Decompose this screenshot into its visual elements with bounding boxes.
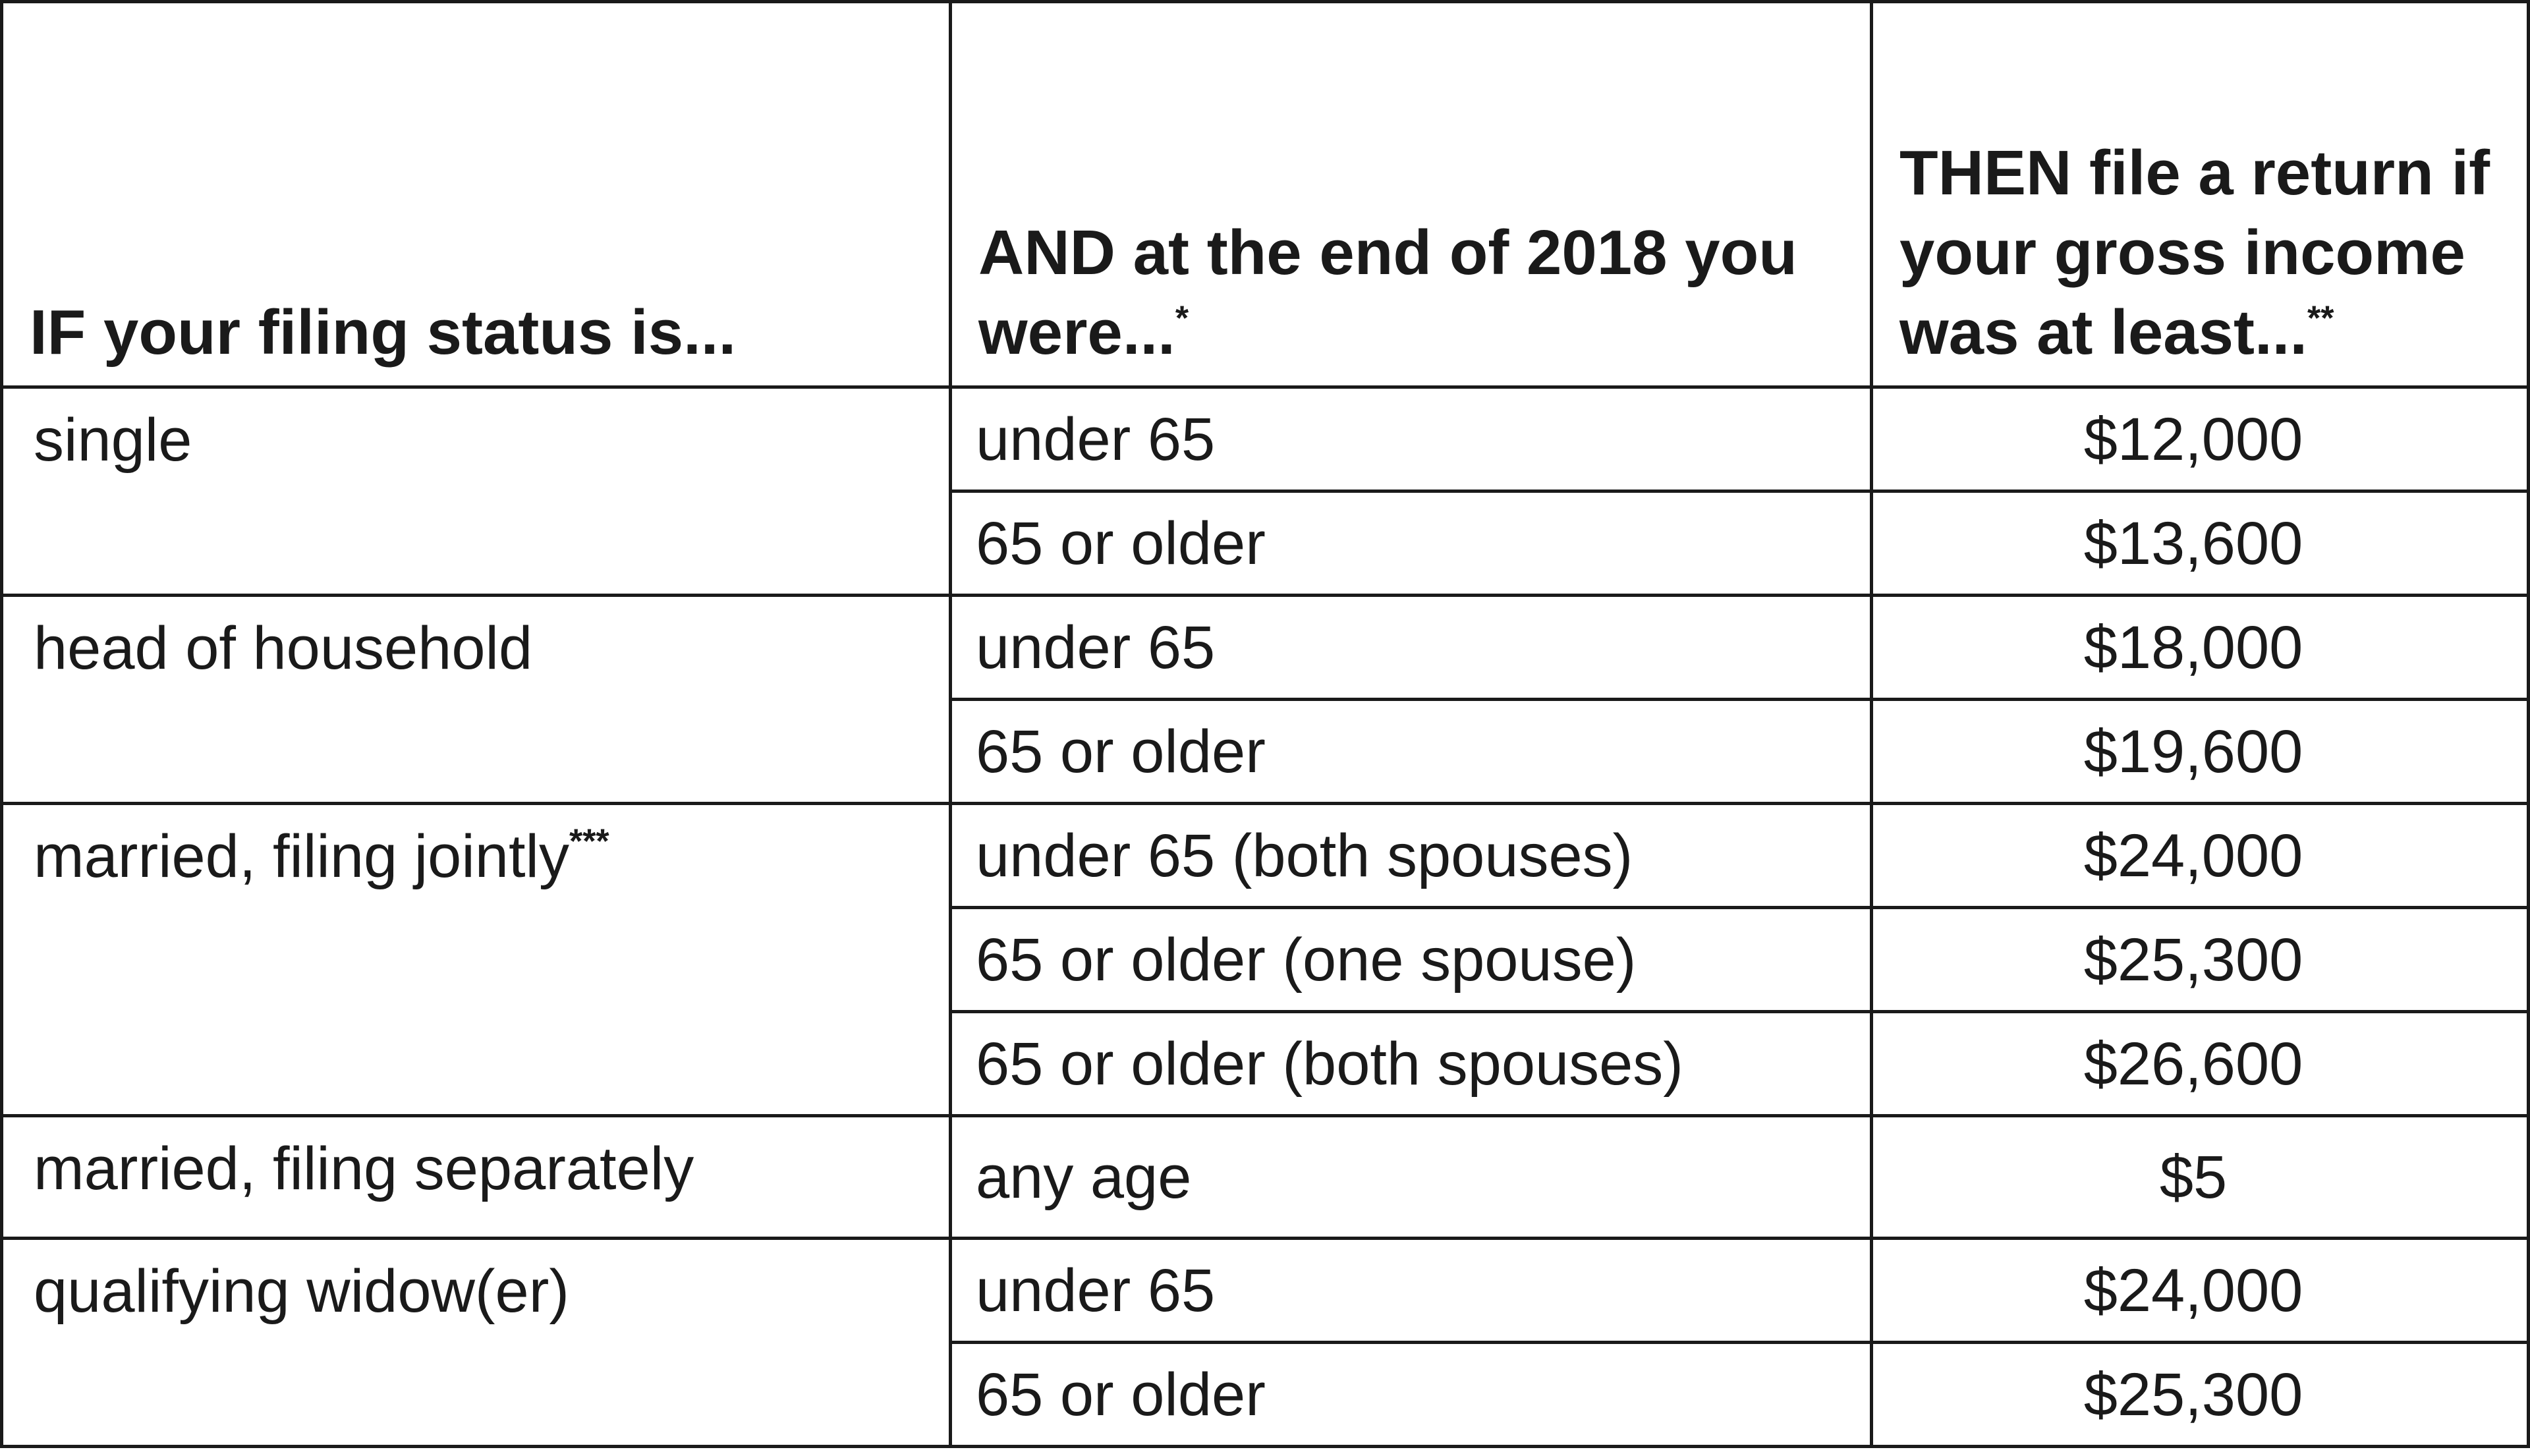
header-age-label: AND at the end of 2018 you were... [978,217,1797,368]
gross-income-cell: $25,300 [1870,906,2530,1013]
table-row: single under 65 $12,000 [0,385,2530,597]
footnote-mark: ** [2307,299,2334,338]
table-row: married, filing jointly*** under 65 (both… [0,802,2530,1117]
table-header: IF your filing status is... AND at the e… [0,0,2530,389]
header-gross-income: THEN file a return if your gross income … [1870,0,2530,389]
header-age-text: AND at the end of 2018 you were...* [978,213,1857,372]
filing-status-cell: single [0,385,952,597]
header-filing-status-text: IF your filing status is... [30,297,737,368]
gross-income-cell: $25,300 [1870,1341,2530,1448]
age-cell: 65 or older [949,698,1873,805]
gross-income-cell: $12,000 [1870,385,2530,493]
table-row: 65 or older $13,600 [2,490,2530,597]
filing-status-cell: married, filing separately [0,1114,952,1240]
age-cell: 65 or older (one spouse) [949,906,1873,1013]
table-body: single under 65 $12,000 65 or older $13,600 h… [0,385,2530,1448]
table-row: 65 or older (both spouses) $26,600 [2,1010,2530,1117]
filing-status-label: married, filing separately [34,1135,694,1202]
age-cell: under 65 [949,385,1873,493]
age-cell: under 65 [949,1237,1873,1344]
gross-income-cell: $18,000 [1870,594,2530,701]
filing-status-cell: head of household [0,594,952,805]
age-cell: 65 or older [949,490,1873,597]
table-row: 65 or older $25,300 [2,1341,2530,1448]
gross-income-cell: $24,000 [1870,1237,2530,1344]
header-age: AND at the end of 2018 you were...* [949,0,1873,389]
gross-income-cell: $13,600 [1870,490,2530,597]
table-row: qualifying widow(er) under 65 $24,000 [0,1237,2530,1448]
gross-income-cell: $5 [1870,1114,2530,1240]
table-row: 65 or older $19,600 [2,698,2530,805]
filing-status-label: head of household [34,615,533,682]
table-row: 65 or older (one spouse) $25,300 [2,906,2530,1013]
gross-income-cell: $19,600 [1870,698,2530,805]
age-cell: 65 or older [949,1341,1873,1448]
filing-status-cell: qualifying widow(er) [0,1237,952,1448]
age-cell: any age [949,1114,1873,1240]
footnote-mark: *** [569,822,609,861]
table-row: head of household under 65 $18,000 [0,594,2530,805]
gross-income-cell: $24,000 [1870,802,2530,909]
age-cell: 65 or older (both spouses) [949,1010,1873,1117]
filing-status-cell: married, filing jointly*** [0,802,952,1117]
filing-status-label: qualifying widow(er) [34,1258,569,1325]
header-gross-income-text: THEN file a return if your gross income … [1899,133,2514,372]
header-row: IF your filing status is... AND at the e… [0,0,2530,389]
header-filing-status: IF your filing status is... [0,0,952,389]
filing-status-label: single [34,406,192,474]
header-gross-income-label: THEN file a return if your gross income … [1899,138,2490,368]
age-cell: under 65 [949,594,1873,701]
age-cell: under 65 (both spouses) [949,802,1873,909]
gross-income-cell: $26,600 [1870,1010,2530,1117]
filing-status-label: married, filing jointly [34,823,569,890]
table-row: married, filing separately any age $5 [0,1114,2530,1240]
footnote-mark: * [1175,299,1189,338]
